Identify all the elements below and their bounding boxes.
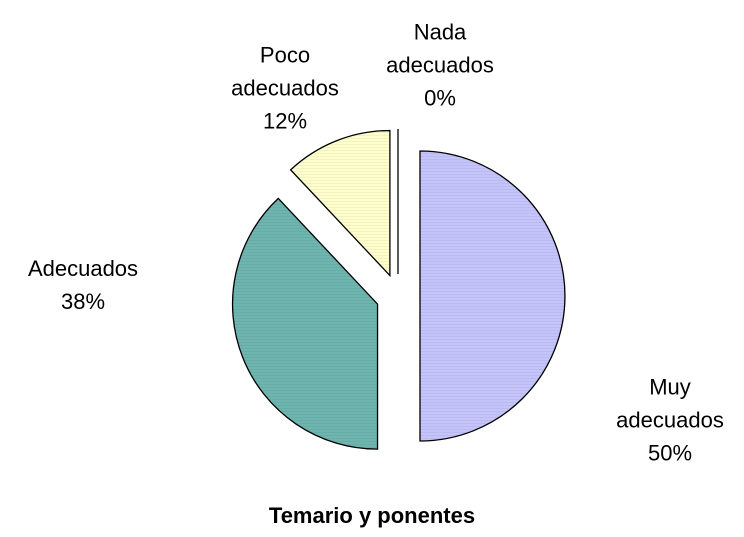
slice-value: 12%	[262, 108, 308, 134]
slice-label: Poco adecuados 12%	[215, 39, 355, 138]
slice-label: Muy adecuados 50%	[600, 371, 740, 470]
slice-category: Poco adecuados	[231, 42, 339, 101]
slice-label: Nada adecuados 0%	[370, 16, 510, 115]
slice-category: Adecuados	[27, 256, 139, 281]
slice-texture	[232, 198, 378, 450]
slice-texture	[290, 130, 390, 276]
slice-label: Adecuados 38%	[13, 252, 153, 318]
slice-texture	[420, 151, 565, 441]
slice-value: 38%	[60, 289, 106, 314]
slice-category: Nada adecuados	[386, 19, 494, 78]
slice-value: 0%	[424, 85, 456, 111]
slice-value: 50%	[647, 440, 693, 466]
slice-category: Muy adecuados	[616, 374, 724, 433]
chart-title: Temario y ponentes	[268, 503, 476, 528]
